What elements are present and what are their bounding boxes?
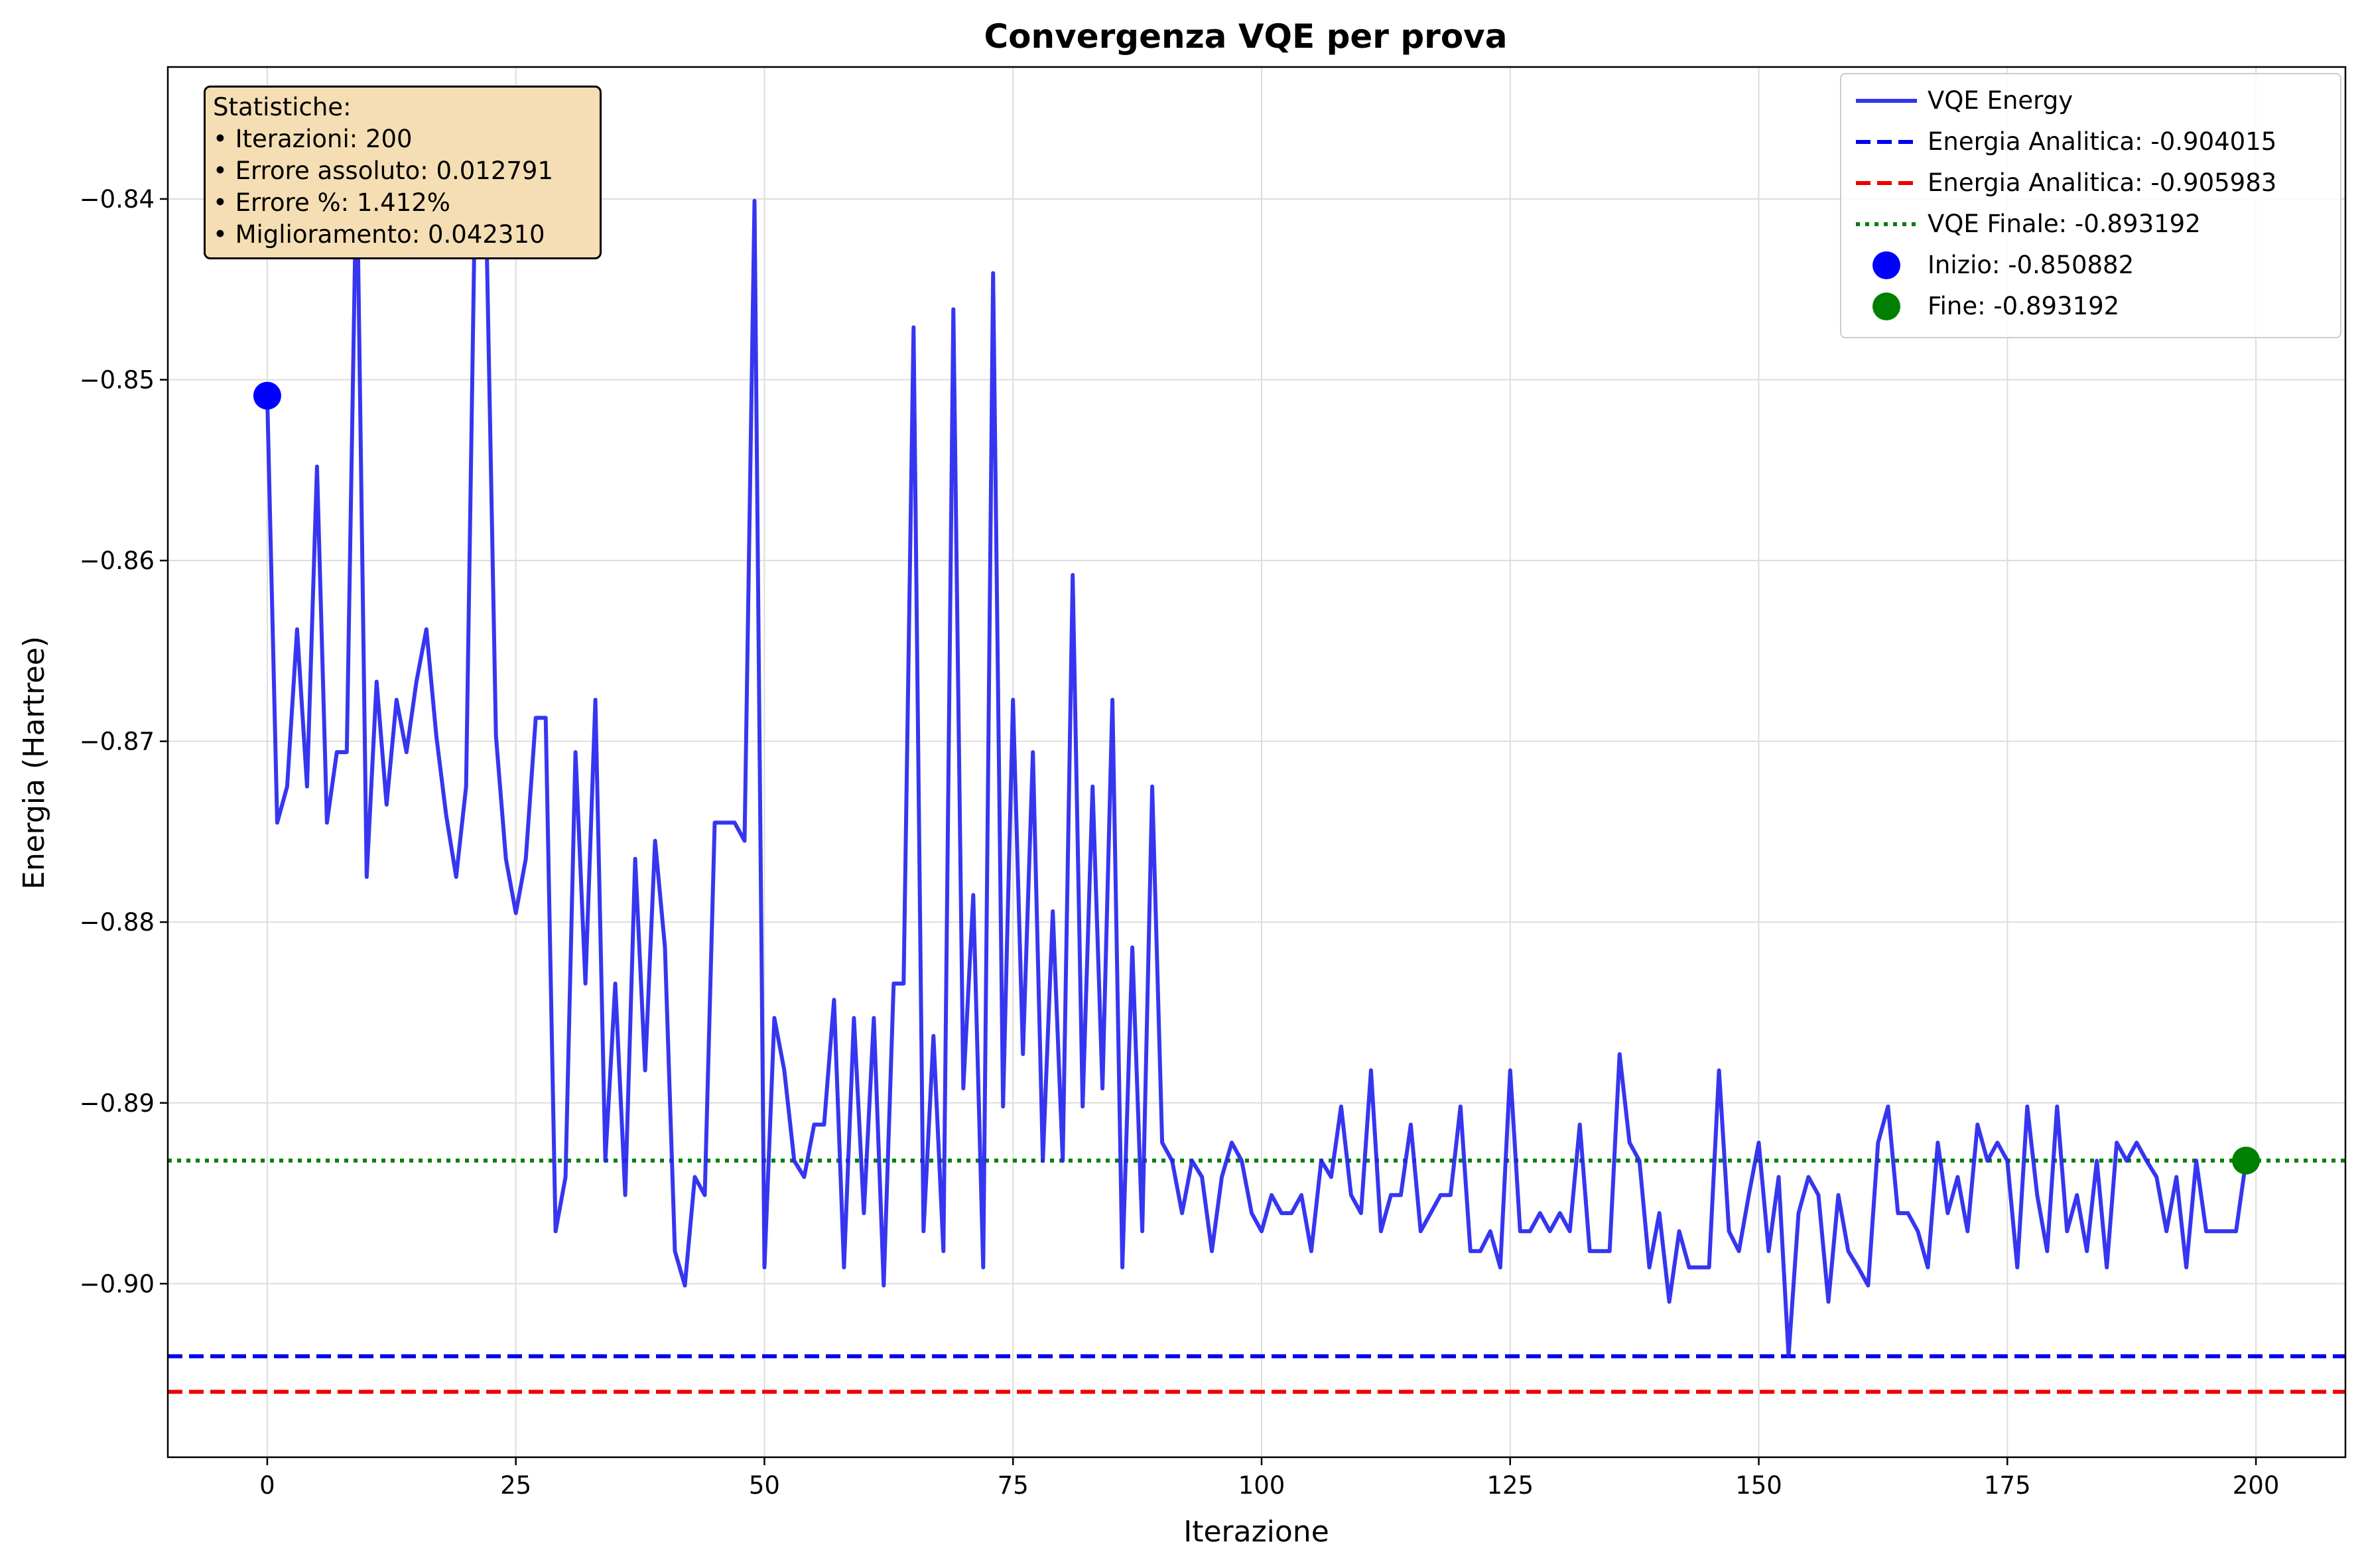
legend-item-end: Fine: -0.893192: [1841, 287, 2343, 326]
x-axis-label: Iterazione: [1183, 1515, 1329, 1549]
y-tick-label: −0.85: [80, 366, 155, 395]
statistics-line: • Errore assoluto: 0.012791: [213, 157, 553, 185]
reference-lines: [168, 1158, 2345, 1394]
legend-label: Fine: -0.893192: [1928, 292, 2120, 320]
legend-label: VQE Energy: [1928, 86, 2073, 115]
y-tick-label: −0.86: [80, 547, 155, 575]
legend-swatch: [1856, 222, 1917, 226]
x-tick-label: 0: [259, 1471, 275, 1500]
statistics-line: • Errore %: 1.412%: [213, 188, 450, 217]
legend-label: Energia Analitica: -0.904015: [1928, 127, 2277, 156]
legend-label: Inizio: -0.850882: [1928, 251, 2134, 279]
legend-swatch: [1856, 140, 1917, 144]
legend-item-start: Inizio: -0.850882: [1841, 245, 2343, 285]
statistics-line: • Iterazioni: 200: [213, 125, 413, 153]
x-axis-ticks: 0 25 50 75 100 125 150 175 200: [259, 1457, 2279, 1500]
series-group: [265, 128, 2249, 1358]
x-tick-label: 100: [1238, 1471, 1285, 1500]
markers-group: [253, 381, 2261, 1175]
legend-item-vqe-final: VQE Finale: -0.893192: [1841, 204, 2343, 244]
legend-label: VQE Finale: -0.893192: [1928, 210, 2201, 238]
y-tick-label: −0.90: [80, 1270, 155, 1298]
legend-swatch: [1856, 181, 1917, 185]
chart-title: Convergenza VQE per prova: [984, 17, 1507, 56]
plot-frame: [166, 66, 2347, 1459]
series-line-vqe-energy: [265, 128, 2249, 1358]
y-tick-label: −0.88: [80, 908, 155, 937]
y-tick-label: −0.84: [80, 185, 155, 214]
y-axis-label: Energia (Hartree): [17, 636, 51, 889]
legend-swatch: [1856, 99, 1917, 103]
statistics-line: • Miglioramento: 0.042310: [213, 220, 545, 249]
x-tick-label: 75: [998, 1471, 1029, 1500]
statistics-box: Statistiche: • Iterazioni: 200 • Errore …: [204, 86, 602, 259]
x-tick-label: 25: [500, 1471, 531, 1500]
legend-swatch: [1872, 251, 1900, 279]
legend: VQE Energy Energia Analitica: -0.904015 …: [1840, 73, 2341, 338]
legend-item-analytic-1: Energia Analitica: -0.904015: [1841, 122, 2343, 162]
x-tick-label: 50: [749, 1471, 780, 1500]
legend-swatch: [1872, 293, 1900, 320]
x-tick-label: 150: [1735, 1471, 1782, 1500]
legend-item-analytic-2: Energia Analitica: -0.905983: [1841, 163, 2343, 203]
marker-point: [253, 381, 281, 410]
legend-label: Energia Analitica: -0.905983: [1928, 168, 2277, 197]
y-axis-ticks: −0.84 −0.85 −0.86 −0.87 −0.88 −0.89 −0.90: [80, 185, 168, 1298]
x-tick-label: 200: [2233, 1471, 2280, 1500]
y-tick-label: −0.87: [80, 728, 155, 756]
y-tick-label: −0.89: [80, 1089, 155, 1118]
x-tick-label: 175: [1984, 1471, 2031, 1500]
legend-item-vqe-energy: VQE Energy: [1841, 81, 2343, 121]
marker-point: [2232, 1146, 2261, 1175]
statistics-title: Statistiche:: [213, 93, 352, 121]
x-tick-label: 125: [1486, 1471, 1534, 1500]
